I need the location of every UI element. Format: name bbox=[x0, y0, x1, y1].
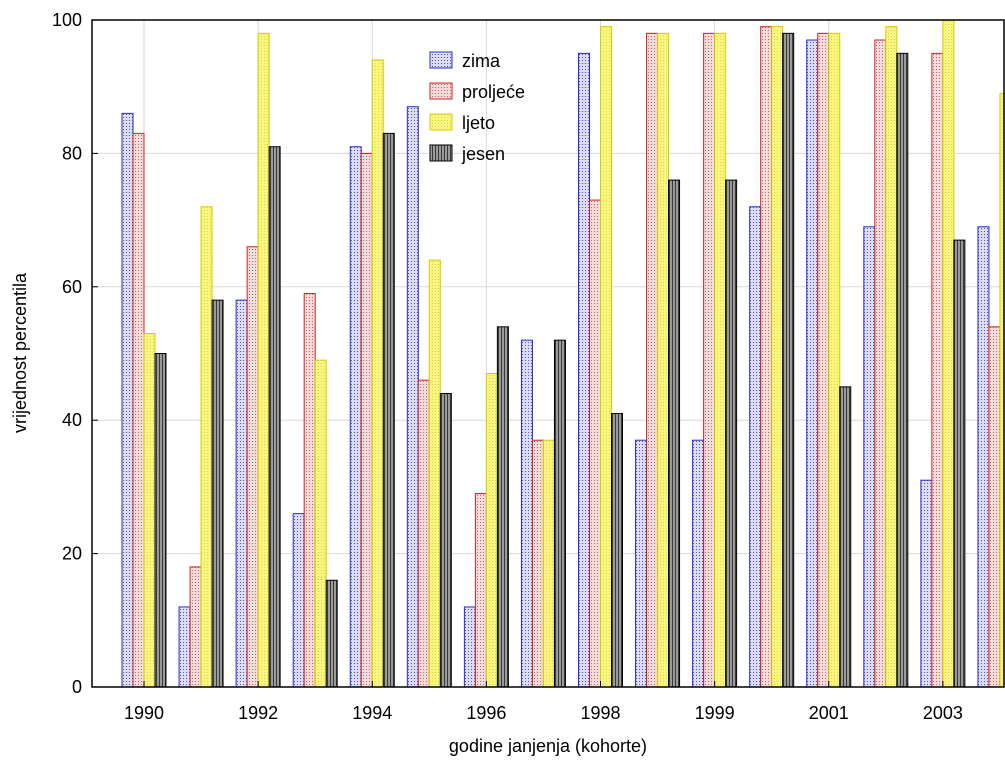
bar-zima-1992 bbox=[235, 299, 248, 688]
legend-swatch-zima bbox=[429, 51, 453, 69]
bar-jesen-2002 bbox=[896, 52, 909, 688]
bar-proljeće-1999 bbox=[703, 32, 716, 688]
bar-jesen-1997 bbox=[553, 339, 566, 688]
legend-swatch-ljeto bbox=[429, 113, 453, 131]
bar-proljeće-1993 bbox=[303, 292, 316, 688]
bar-zima-1990 bbox=[121, 112, 134, 688]
bars bbox=[121, 19, 1005, 688]
bar-ljeto-1996 bbox=[485, 373, 498, 688]
bar-proljeće-1997 bbox=[531, 439, 544, 688]
bar-jesen-1994 bbox=[382, 132, 395, 688]
bar-proljeće-1992 bbox=[246, 246, 259, 688]
legend-swatch-jesen bbox=[429, 144, 453, 162]
bar-proljeće-1990 bbox=[132, 132, 145, 688]
bar-proljeće-2002 bbox=[874, 39, 887, 688]
axes bbox=[91, 19, 1005, 688]
bar-zima-2001 bbox=[806, 39, 819, 688]
x-tick-label: 2001 bbox=[809, 703, 849, 723]
legend-label-proljeće: proljeće bbox=[462, 82, 525, 102]
bar-zima-1991 bbox=[178, 606, 191, 688]
x-tick-label: 1994 bbox=[352, 703, 392, 723]
y-tick-label: 80 bbox=[62, 143, 82, 163]
bar-proljeće-2001 bbox=[817, 32, 830, 688]
bar-proljeće-1998 bbox=[589, 199, 601, 688]
bar-ljeto-1993 bbox=[314, 359, 327, 688]
bar-proljeće-1996 bbox=[474, 493, 487, 688]
bar-zima-2002 bbox=[863, 226, 876, 688]
bar-jesen-1999 bbox=[725, 179, 738, 688]
y-tick-label: 20 bbox=[62, 544, 82, 564]
bar-zima-1993 bbox=[292, 513, 305, 688]
y-tick-label: 40 bbox=[62, 410, 82, 430]
bar-jesen-1998 bbox=[611, 413, 623, 688]
x-tick-label: 1998 bbox=[580, 703, 620, 723]
bar-zima-2000 bbox=[749, 206, 762, 688]
bar-proljeće-2004 bbox=[988, 326, 1001, 688]
bar-zima-1997 bbox=[520, 339, 533, 688]
y-axis-title: vrijednost percentila bbox=[10, 272, 30, 433]
bar-jesen-1998b bbox=[668, 179, 681, 688]
bar-zima-1996 bbox=[463, 606, 476, 688]
legend-label-jesen: jesen bbox=[461, 144, 505, 164]
bar-ljeto-1990 bbox=[143, 332, 156, 688]
legend-label-zima: zima bbox=[462, 51, 501, 71]
bar-jesen-1993 bbox=[325, 579, 338, 688]
bar-zima-2003 bbox=[920, 479, 933, 688]
legend-label-ljeto: ljeto bbox=[462, 113, 495, 133]
bar-ljeto-1999 bbox=[714, 32, 727, 688]
bar-jesen-2000 bbox=[782, 32, 795, 688]
x-tick-label: 2003 bbox=[923, 703, 963, 723]
bar-proljeće-1995 bbox=[417, 379, 430, 688]
x-tick-label: 1999 bbox=[695, 703, 735, 723]
bar-proljeće-2000 bbox=[760, 26, 773, 688]
bar-ljeto-2003 bbox=[942, 19, 955, 688]
bar-jesen-2003 bbox=[953, 239, 966, 688]
bar-jesen-1995 bbox=[439, 393, 452, 688]
bar-proljeće-2003 bbox=[931, 52, 944, 688]
bar-zima-1999 bbox=[692, 439, 705, 688]
bar-proljeće-1994 bbox=[360, 152, 373, 688]
bar-ljeto-1992 bbox=[257, 32, 270, 688]
bar-ljeto-1994 bbox=[371, 59, 384, 688]
bar-ljeto-2001 bbox=[828, 32, 841, 688]
bar-ljeto-1998b bbox=[657, 32, 670, 688]
bar-ljeto-1998 bbox=[600, 26, 612, 688]
bar-ljeto-2002 bbox=[885, 26, 898, 688]
bar-proljeće-1998b bbox=[646, 32, 659, 688]
y-tick-label: 0 bbox=[72, 677, 82, 697]
bar-proljeće-1991 bbox=[189, 566, 202, 688]
x-tick-label: 1990 bbox=[124, 703, 164, 723]
bar-jesen-1996 bbox=[496, 326, 509, 688]
y-tick-label: 100 bbox=[52, 10, 82, 30]
bar-zima-2004 bbox=[977, 226, 990, 688]
tick-labels: 0 20 40 60 80 100 1990 1992 1994 1996 1998 1999 2001… bbox=[52, 10, 963, 723]
bar-zima-1998 bbox=[578, 52, 590, 688]
bar-jesen-1992 bbox=[268, 146, 281, 688]
bar-zima-1994 bbox=[349, 146, 362, 688]
bar-ljeto-1997 bbox=[542, 439, 555, 688]
plot-frame bbox=[91, 19, 1005, 688]
legend: zima proljeće ljeto jesen bbox=[429, 51, 525, 164]
bar-ljeto-1991 bbox=[200, 206, 213, 688]
bar-ljeto-2004 bbox=[999, 92, 1005, 688]
x-tick-label: 1992 bbox=[238, 703, 278, 723]
x-axis-title: godine janjenja (kohorte) bbox=[449, 736, 647, 756]
bar-zima-1998b bbox=[635, 439, 648, 688]
bar-jesen-1991 bbox=[211, 299, 224, 688]
bar-zima-1995 bbox=[406, 106, 419, 688]
bar-ljeto-2000 bbox=[771, 26, 784, 688]
legend-swatch-proljeće bbox=[429, 82, 453, 100]
x-tick-label: 1996 bbox=[466, 703, 506, 723]
bar-ljeto-1995 bbox=[428, 259, 441, 688]
bar-jesen-1990 bbox=[154, 353, 167, 688]
y-tick-label: 60 bbox=[62, 277, 82, 297]
bar-jesen-2001 bbox=[839, 386, 852, 688]
